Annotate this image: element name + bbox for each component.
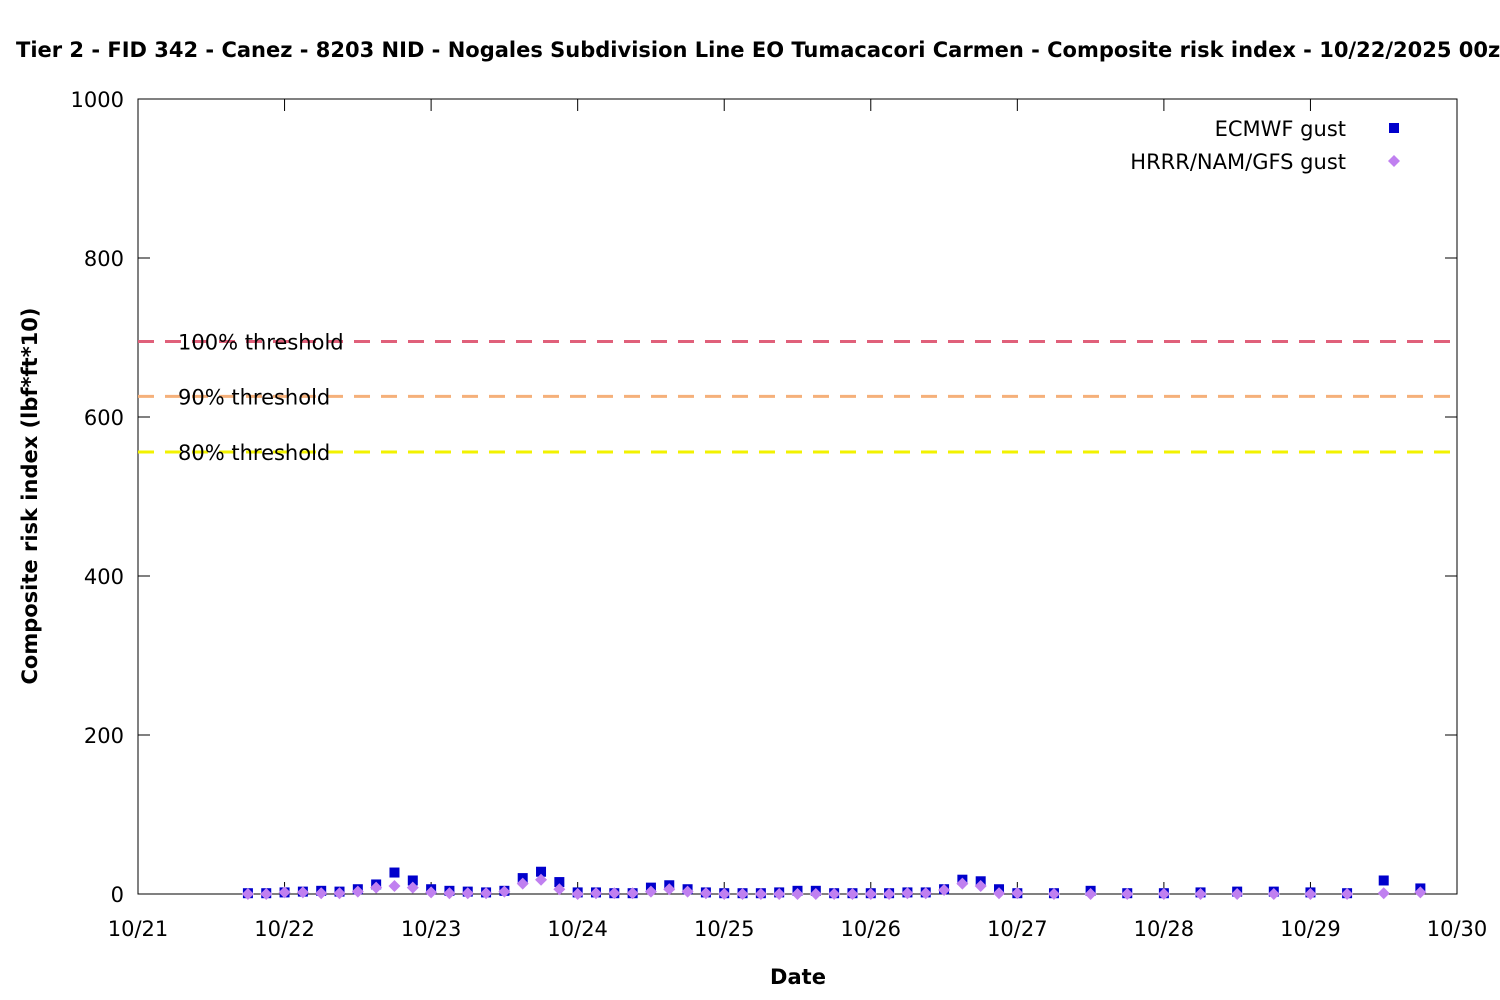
plot-frame <box>137 98 1458 895</box>
x-axis-label: Date <box>770 965 826 989</box>
hrrr-point <box>919 887 932 900</box>
hrrr-point <box>663 883 676 896</box>
hrrr-point <box>315 887 328 900</box>
hrrr-point <box>553 883 566 896</box>
ecmwf-point <box>554 877 565 888</box>
hrrr-point <box>296 886 309 899</box>
ecmwf-point <box>536 866 547 877</box>
hrrr-point <box>644 885 657 898</box>
series-1 <box>241 873 1427 900</box>
y-tick-label: 800 <box>84 247 124 271</box>
x-tick-label: 10/23 <box>401 917 462 941</box>
hrrr-point <box>589 887 602 900</box>
x-tick-label: 10/25 <box>694 917 755 941</box>
hrrr-point <box>938 884 951 897</box>
hrrr-point <box>480 887 493 900</box>
x-tick-label: 10/26 <box>841 917 902 941</box>
hrrr-point <box>791 888 804 900</box>
x-tick-label: 10/21 <box>108 917 169 941</box>
x-tick-label: 10/22 <box>254 917 315 941</box>
hrrr-point <box>571 888 584 900</box>
legend-marker-square <box>1389 123 1399 133</box>
hrrr-point <box>974 880 987 893</box>
hrrr-point <box>809 888 822 900</box>
hrrr-point <box>754 888 767 900</box>
y-axis: 0 200 400 600 800 1000 <box>71 88 1457 907</box>
ecmwf-point <box>407 875 418 886</box>
threshold-label: 90% threshold <box>178 385 330 409</box>
data-series <box>241 866 1427 900</box>
hrrr-point <box>1121 888 1134 900</box>
hrrr-point <box>626 887 639 900</box>
threshold-label: 100% threshold <box>178 330 344 354</box>
y-tick-label: 1000 <box>71 88 124 112</box>
hrrr-point <box>278 886 291 899</box>
hrrr-point <box>1084 888 1097 900</box>
hrrr-point <box>828 888 841 900</box>
hrrr-point <box>1194 888 1207 900</box>
hrrr-point <box>516 877 529 890</box>
legend-label: ECMWF gust <box>1215 117 1346 141</box>
hrrr-point <box>461 887 474 900</box>
x-tick-label: 10/28 <box>1134 917 1195 941</box>
x-axis: 10/21 10/22 10/23 10/24 10/25 10/26 10/27 10/28… <box>108 99 1488 941</box>
hrrr-point <box>956 877 969 890</box>
hrrr-point <box>1267 888 1280 900</box>
chart-title: Tier 2 - FID 342 - Canez - 8203 NID - No… <box>16 38 1500 62</box>
hrrr-point <box>1341 888 1354 900</box>
y-tick-label: 600 <box>84 406 124 430</box>
hrrr-point <box>681 885 694 898</box>
y-tick-label: 400 <box>84 565 124 589</box>
hrrr-point <box>1011 887 1024 900</box>
x-tick-label: 10/27 <box>987 917 1048 941</box>
hrrr-point <box>699 887 712 900</box>
hrrr-point <box>993 887 1006 900</box>
threshold-label: 80% threshold <box>178 441 330 465</box>
hrrr-point <box>1231 888 1244 900</box>
y-tick-label: 0 <box>111 883 124 907</box>
x-tick-label: 10/30 <box>1427 917 1488 941</box>
legend: ECMWF gust HRRR/NAM/GFS gust <box>1130 117 1400 174</box>
hrrr-point <box>736 888 749 900</box>
hrrr-point <box>846 888 859 900</box>
hrrr-point <box>498 885 511 898</box>
hrrr-point <box>1377 887 1390 900</box>
hrrr-point <box>864 888 877 900</box>
hrrr-point <box>370 881 383 894</box>
hrrr-point <box>406 881 419 894</box>
legend-marker-diamond <box>1388 155 1400 167</box>
hrrr-point <box>443 887 456 900</box>
hrrr-point <box>1157 888 1170 900</box>
hrrr-point <box>351 885 364 898</box>
x-tick-label: 10/24 <box>547 917 608 941</box>
hrrr-point <box>535 873 548 886</box>
hrrr-point <box>388 880 401 893</box>
hrrr-point <box>333 887 346 900</box>
hrrr-point <box>883 888 896 900</box>
threshold-lines: 100% threshold 90% threshold 80% threshold <box>138 330 1457 465</box>
y-axis-label: Composite risk index (lbf*ft*10) <box>18 307 42 684</box>
hrrr-point <box>1414 886 1427 899</box>
hrrr-point <box>1047 888 1060 900</box>
hrrr-point <box>260 888 273 900</box>
ecmwf-point <box>1378 875 1389 886</box>
y-tick-label: 200 <box>84 724 124 748</box>
hrrr-point <box>773 888 786 900</box>
hrrr-point <box>901 887 914 900</box>
ecmwf-point <box>389 867 400 878</box>
hrrr-point <box>718 888 731 900</box>
hrrr-point <box>241 888 254 900</box>
legend-label: HRRR/NAM/GFS gust <box>1130 150 1346 174</box>
x-tick-label: 10/29 <box>1280 917 1341 941</box>
hrrr-point <box>608 887 621 900</box>
hrrr-point <box>1304 888 1317 900</box>
hrrr-point <box>425 886 438 899</box>
